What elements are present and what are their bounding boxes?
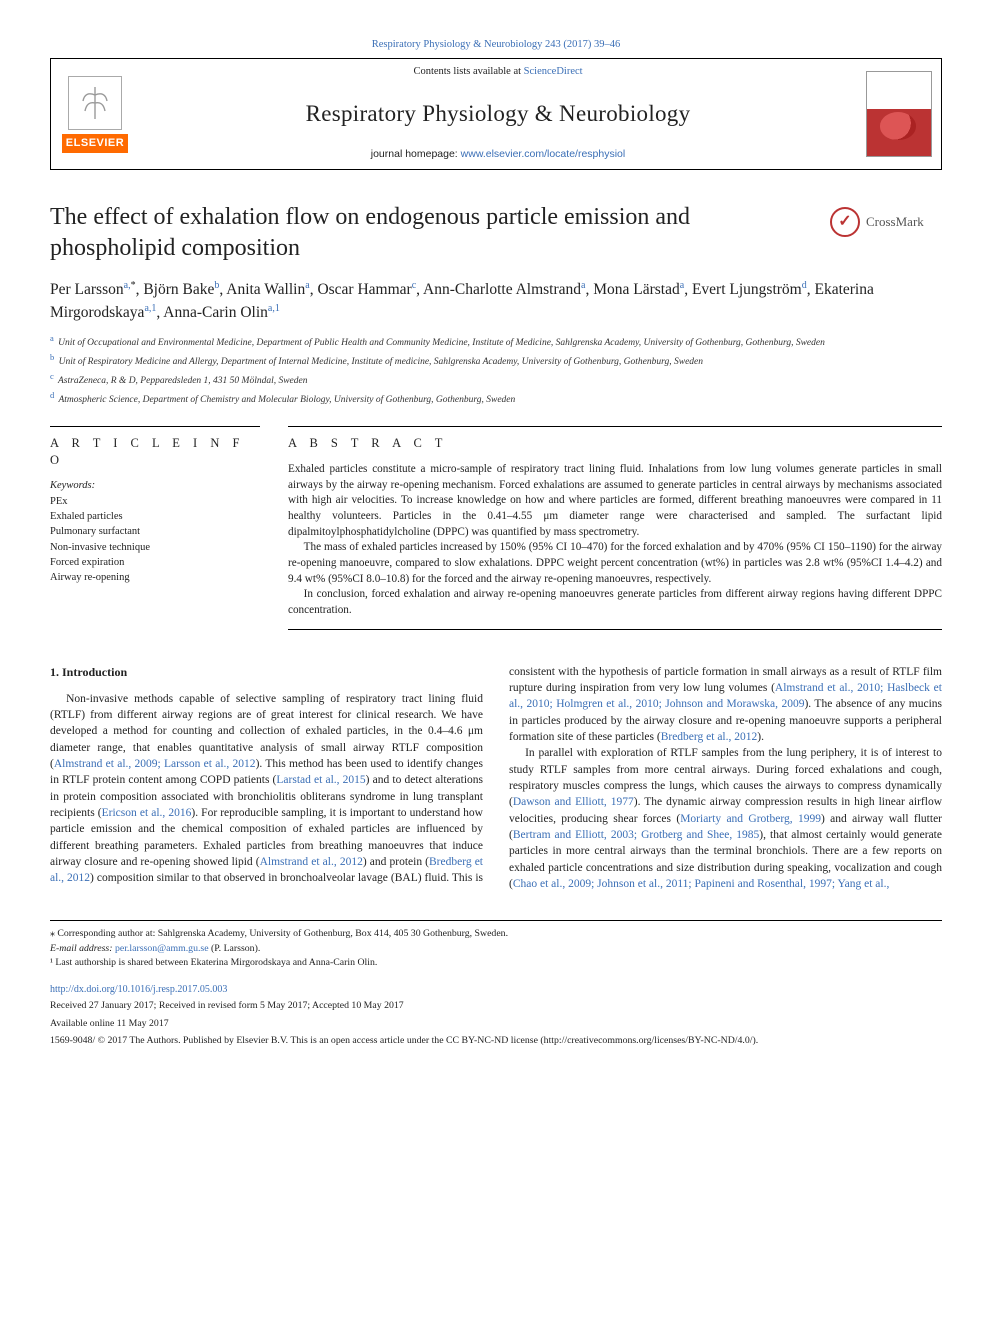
elsevier-wordmark: ELSEVIER [62,134,128,153]
homepage-prefix: journal homepage: [371,148,461,160]
crossmark-badge[interactable]: ✓ CrossMark [830,202,942,242]
author-list: Per Larssona,*, Björn Bakeb, Anita Walli… [50,278,942,325]
abstract-column: A B S T R A C T Exhaled particles consti… [288,426,942,630]
info-abstract-row: A R T I C L E I N F O Keywords: PExExhal… [50,426,942,630]
abstract-text: Exhaled particles constitute a micro-sam… [288,462,942,619]
page-root: Respiratory Physiology & Neurobiology 24… [0,0,992,1078]
journal-reference: Respiratory Physiology & Neurobiology 24… [50,38,942,52]
article-title: The effect of exhalation flow on endogen… [50,202,814,263]
elsevier-logo: ELSEVIER [51,59,139,169]
journal-homepage-line: journal homepage: www.elsevier.com/locat… [371,147,625,161]
article-history: Received 27 January 2017; Received in re… [50,999,942,1013]
keywords-list: PExExhaled particlesPulmonary surfactant… [50,494,260,585]
corresponding-author-note: ⁎ Corresponding author at: Sahlgrenska A… [50,927,942,941]
corresponding-email-link[interactable]: per.larsson@amm.gu.se [115,943,209,954]
email-line: E-mail address: per.larsson@amm.gu.se (P… [50,942,942,956]
article-info-column: A R T I C L E I N F O Keywords: PExExhal… [50,426,260,630]
elsevier-tree-icon [68,76,122,130]
abstract-heading: A B S T R A C T [288,426,942,452]
copyright-line: 1569-9048/ © 2017 The Authors. Published… [50,1034,942,1048]
email-suffix: (P. Larsson). [209,943,261,954]
doi-link[interactable]: http://dx.doi.org/10.1016/j.resp.2017.05… [50,984,227,995]
email-label: E-mail address: [50,943,115,954]
footnotes: ⁎ Corresponding author at: Sahlgrenska A… [50,920,942,970]
crossmark-label: CrossMark [866,213,924,231]
body-columns: 1. Introduction Non-invasive methods cap… [50,664,942,893]
crossmark-icon: ✓ [830,207,860,237]
contents-prefix: Contents lists available at [413,66,523,77]
journal-name: Respiratory Physiology & Neurobiology [306,98,691,129]
doi-line: http://dx.doi.org/10.1016/j.resp.2017.05… [50,980,942,997]
article-info-heading: A R T I C L E I N F O [50,426,260,469]
abstract-bottom-rule [288,629,942,630]
journal-cover-cell [857,59,941,169]
journal-cover-thumbnail [866,71,932,157]
header-center: Contents lists available at ScienceDirec… [139,59,857,169]
available-online: Available online 11 May 2017 [50,1017,942,1031]
journal-homepage-link[interactable]: www.elsevier.com/locate/resphysiol [461,148,626,160]
keywords-label: Keywords: [50,479,260,493]
sciencedirect-link[interactable]: ScienceDirect [524,66,583,77]
section-heading-introduction: 1. Introduction [50,664,483,681]
contents-available-line: Contents lists available at ScienceDirec… [413,65,582,79]
shared-authorship-note: ¹ Last authorship is shared between Ekat… [50,956,942,970]
journal-header: ELSEVIER Contents lists available at Sci… [50,58,942,170]
title-row: The effect of exhalation flow on endogen… [50,202,942,263]
affiliations: a Unit of Occupational and Environmental… [50,332,942,408]
